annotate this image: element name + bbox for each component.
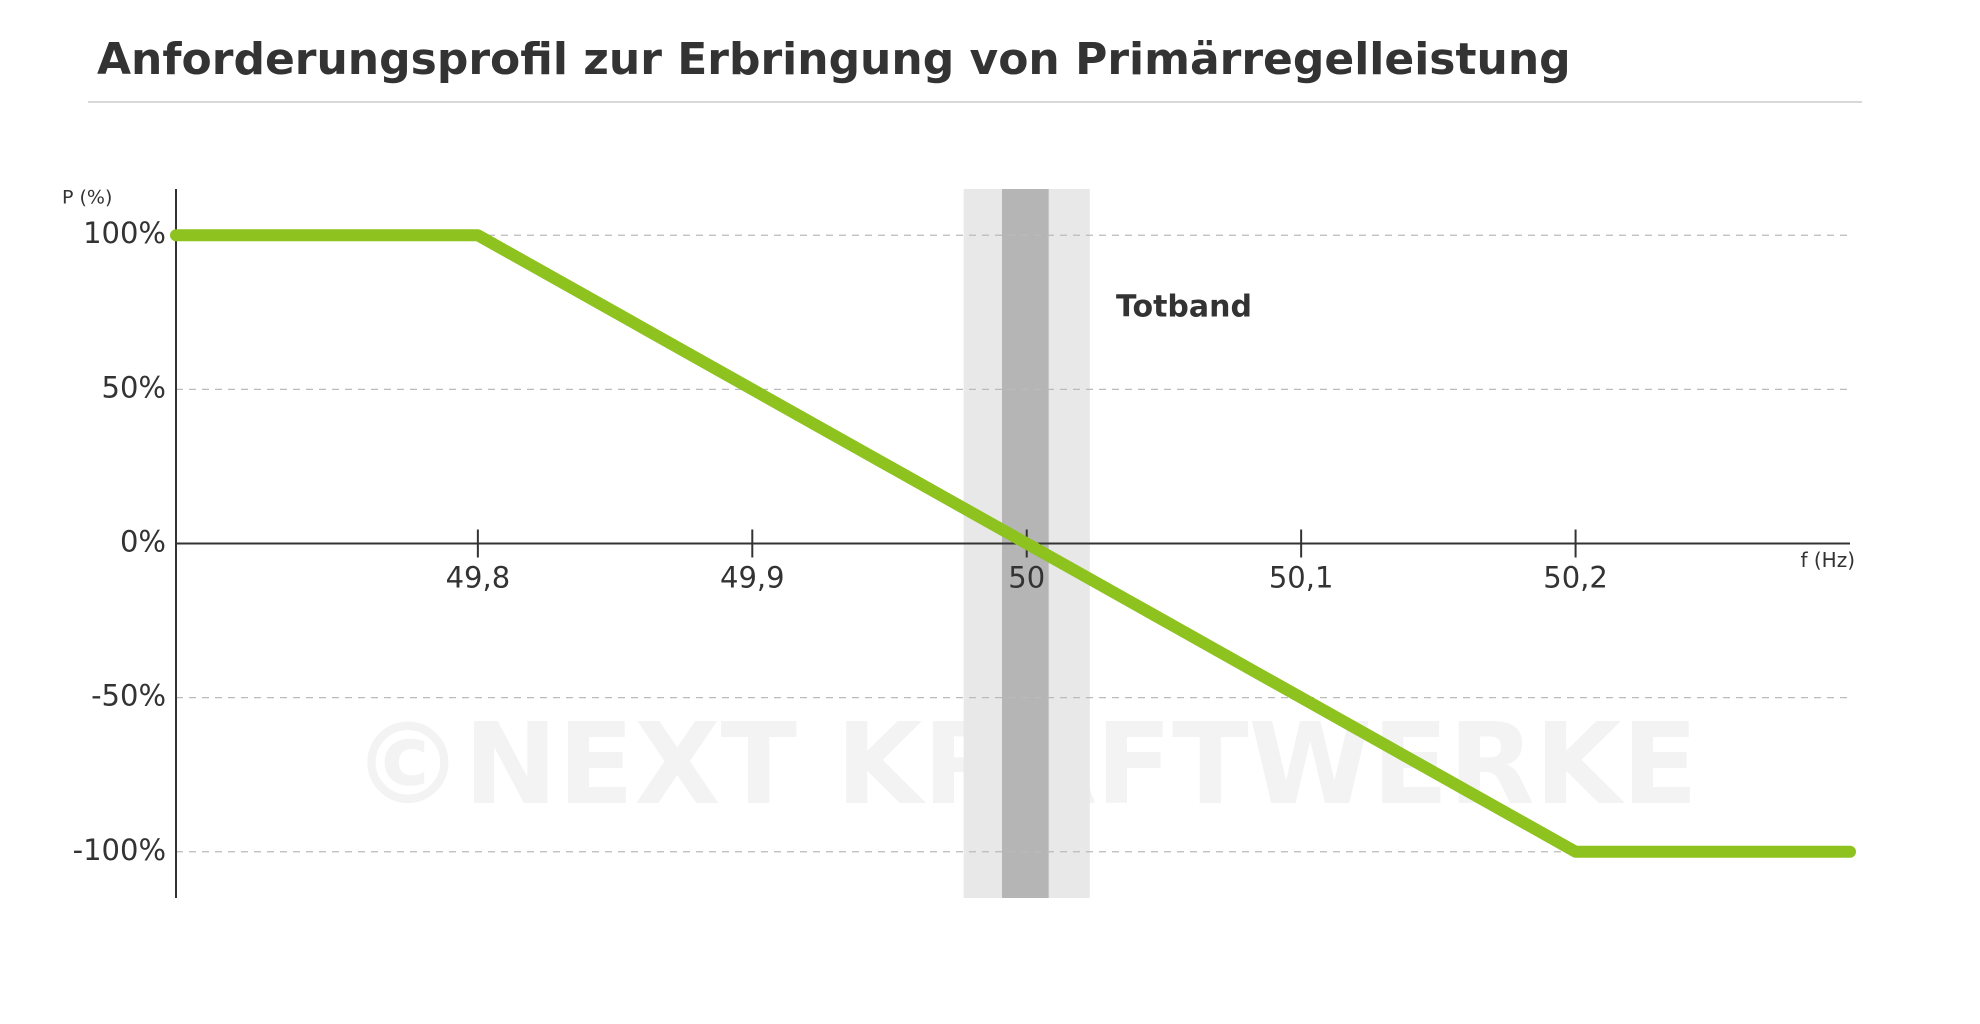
data-line	[170, 229, 1856, 858]
x-axis-label: f (Hz)	[1800, 548, 1855, 572]
x-tick-label: 50	[1008, 561, 1045, 595]
x-tick-label: 49,9	[720, 561, 785, 595]
y-tick-label: 50%	[102, 370, 166, 404]
y-tick-label: -50%	[91, 679, 166, 713]
annotation: Totband	[1116, 290, 1252, 325]
x-tick-label: 50,2	[1543, 561, 1608, 595]
y-tick-label: 100%	[83, 216, 166, 250]
y-tick-label: -100%	[73, 833, 166, 867]
x-tick-label: 50,1	[1269, 561, 1334, 595]
y-tick-label: 0%	[120, 525, 166, 559]
y-axis-label: P (%)	[62, 187, 112, 209]
x-tick-label: 49,8	[446, 561, 511, 595]
chart-title: Anforderungsprofil zur Erbringung von Pr…	[97, 34, 1571, 85]
